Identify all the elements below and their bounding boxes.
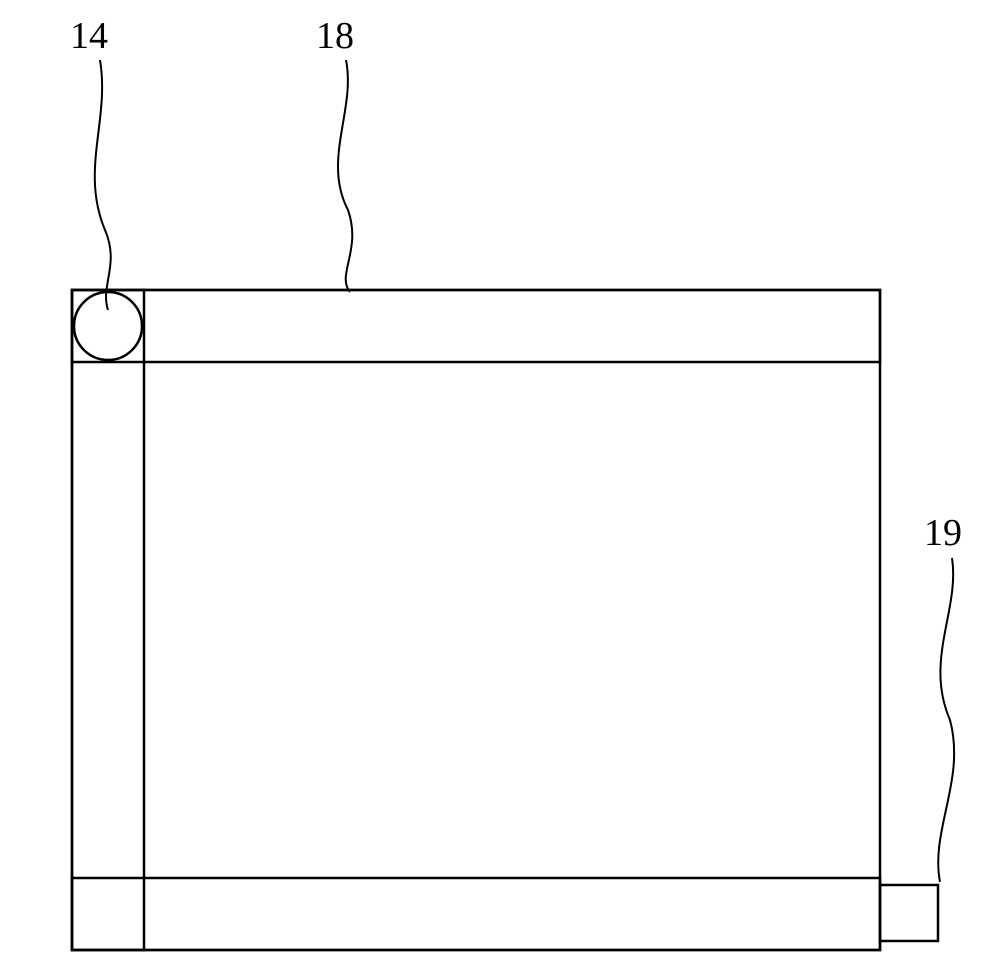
bottom-bar <box>72 878 880 950</box>
top-bar <box>72 290 880 362</box>
hinge-circle <box>74 292 142 360</box>
leader-18 <box>338 60 352 292</box>
leader-14 <box>95 60 111 310</box>
label-18: 18 <box>316 15 354 57</box>
left-bar <box>72 290 144 950</box>
label-19: 19 <box>924 512 962 554</box>
outer-rect <box>72 290 880 950</box>
label-14: 14 <box>70 15 108 57</box>
right-stub <box>880 885 938 941</box>
leader-19 <box>938 558 954 882</box>
